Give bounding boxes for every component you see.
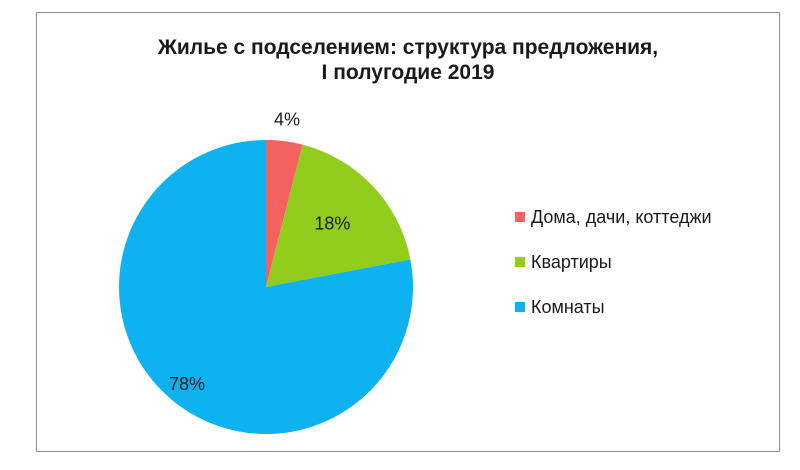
chart-frame: Жилье с подселением: структура предложен…	[36, 12, 780, 452]
pie-chart: 4% 18% 78%	[119, 109, 414, 434]
legend-swatch-houses	[515, 212, 525, 222]
pie-label-apartments: 18%	[314, 213, 350, 233]
pie-label-rooms: 78%	[169, 374, 205, 394]
pie-slice-rooms	[119, 140, 414, 434]
legend-item-rooms: Комнаты	[515, 295, 712, 319]
legend-item-apartments: Квартиры	[515, 250, 712, 274]
chart-title: Жилье с подселением: структура предложен…	[37, 35, 779, 85]
pie-slice-apartments	[266, 144, 411, 287]
chart-legend: Дома, дачи, коттеджи Квартиры Комнаты	[515, 205, 712, 340]
chart-title-line-2: I полугодие 2019	[321, 61, 495, 84]
legend-swatch-apartments	[515, 257, 525, 267]
legend-label-rooms: Комнаты	[531, 296, 605, 317]
pie-slice-houses	[266, 140, 303, 287]
legend-item-houses: Дома, дачи, коттеджи	[515, 205, 712, 229]
pie-label-houses: 4%	[274, 109, 300, 129]
legend-label-apartments: Квартиры	[531, 251, 612, 272]
chart-title-line-1: Жилье с подселением: структура предложен…	[157, 36, 659, 59]
legend-label-houses: Дома, дачи, коттеджи	[531, 206, 712, 227]
legend-swatch-rooms	[515, 302, 525, 312]
